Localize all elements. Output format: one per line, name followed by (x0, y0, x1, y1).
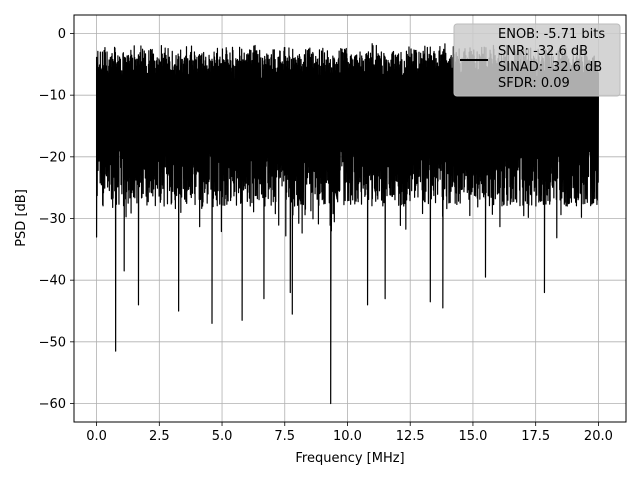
legend-line-snr: SNR: -32.6 dB (498, 44, 588, 59)
x-tick-label: 7.5 (274, 429, 295, 444)
x-tick-label: 17.5 (521, 429, 550, 444)
legend-line-enob: ENOB: -5.71 bits (498, 27, 605, 42)
y-axis-label: PSD [dB] (14, 189, 29, 247)
x-axis-label: Frequency [MHz] (295, 451, 404, 466)
x-axis-ticks: 0.0 2.5 5.0 7.5 10.0 12.5 15.0 17.5 20.0 (86, 422, 613, 444)
x-tick-label: 12.5 (396, 429, 425, 444)
y-tick-label: −40 (39, 274, 66, 289)
y-tick-label: −20 (39, 150, 66, 165)
y-axis-ticks: 0 −10 −20 −30 −40 −50 −60 (39, 27, 74, 412)
x-tick-label: 15.0 (458, 429, 487, 444)
x-tick-label: 0.0 (86, 429, 107, 444)
legend-line-sfdr: SFDR: 0.09 (498, 76, 570, 91)
x-tick-label: 10.0 (333, 429, 362, 444)
x-tick-label: 5.0 (212, 429, 233, 444)
y-tick-label: 0 (58, 27, 66, 42)
legend-line-sinad: SINAD: -32.6 dB (498, 60, 602, 75)
x-tick-label: 2.5 (149, 429, 170, 444)
y-tick-label: −10 (39, 89, 66, 104)
y-tick-label: −60 (39, 397, 66, 412)
x-tick-label: 20.0 (584, 429, 613, 444)
y-tick-label: −30 (39, 212, 66, 227)
legend-box (453, 23, 621, 97)
legend: ENOB: -5.71 bits SNR: -32.6 dB SINAD: -3… (453, 23, 621, 97)
y-tick-label: −50 (39, 335, 66, 350)
